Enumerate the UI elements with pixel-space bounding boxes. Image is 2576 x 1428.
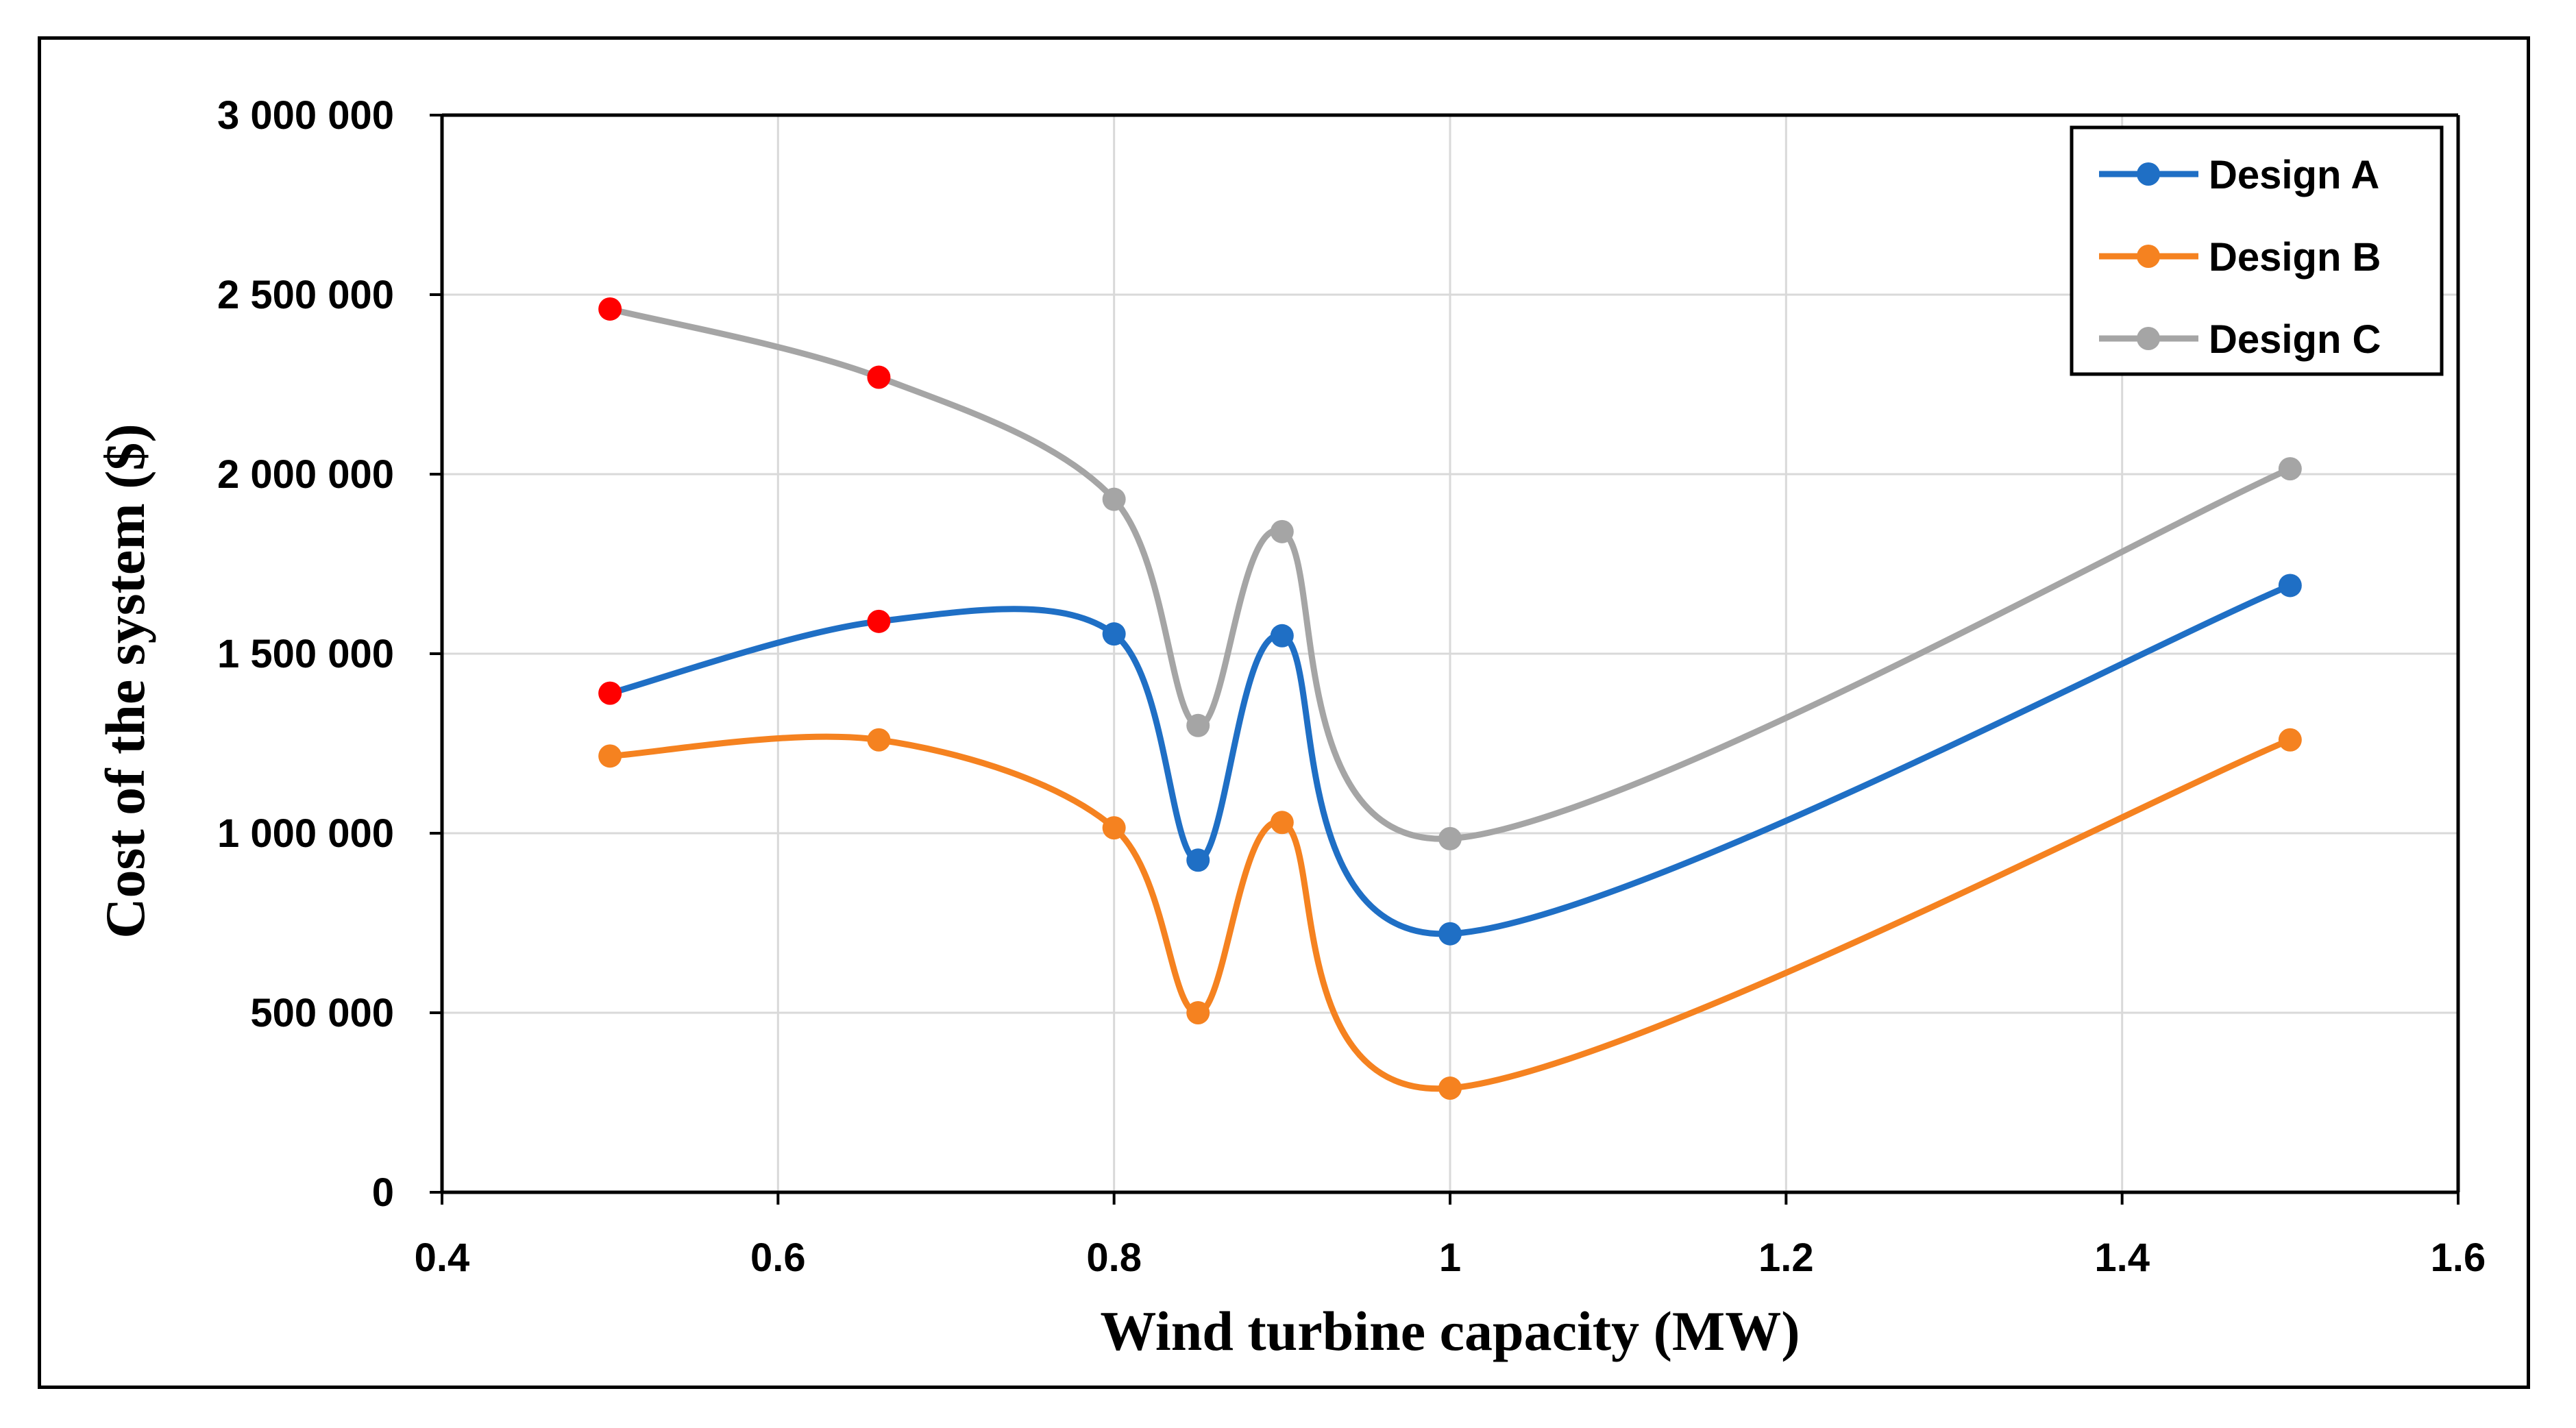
y-tick-label: 0 <box>372 1170 394 1215</box>
legend-design-a-label: Design A <box>2209 153 2379 197</box>
design-b-point <box>1102 816 1126 840</box>
legend: Design A Design B Design C <box>2070 125 2444 376</box>
chart-svg: 0.4 0.6 0.8 1 1.2 1.4 1.6 0 500 000 1 000 000 1 50… <box>94 93 2486 1362</box>
y-tick-label: 2 000 000 <box>217 452 394 497</box>
design-a-line <box>609 582 2292 937</box>
y-tick-label: 3 000 000 <box>217 93 394 138</box>
label-layer: 0.4 0.6 0.8 1 1.2 1.4 1.6 0 500 000 1 000 000 1 50… <box>217 93 2486 1280</box>
design-b-point <box>598 744 622 768</box>
legend-design-c-label: Design C <box>2209 317 2381 362</box>
design-b-point <box>2278 728 2302 752</box>
design-a-point <box>598 681 622 705</box>
design-c-point <box>1438 826 1462 850</box>
legend-design-c-marker <box>2137 327 2160 350</box>
x-tick-label: 0.8 <box>1086 1235 1142 1280</box>
legend-design-b-label: Design B <box>2209 235 2381 280</box>
x-axis-title: Wind turbine capacity (MW) <box>1100 1300 1800 1362</box>
design-c-point <box>1186 713 1210 737</box>
y-axis-title: Cost of the system ($) <box>94 423 156 939</box>
design-a-point <box>867 609 891 633</box>
y-tick-label: 1 500 000 <box>217 632 394 676</box>
design-c-point <box>1270 519 1294 543</box>
x-tick-label: 1.6 <box>2431 1235 2486 1280</box>
legend-design-a-marker <box>2137 162 2160 186</box>
x-tick-label: 1 <box>1439 1235 1461 1280</box>
x-tick-label: 1.4 <box>2094 1235 2150 1280</box>
design-a-point <box>1102 622 1126 646</box>
design-c-line <box>609 306 2292 842</box>
x-tick-label: 1.2 <box>1758 1235 1814 1280</box>
design-c-point <box>2278 457 2302 481</box>
legend-box <box>2070 125 2444 376</box>
series-layer <box>598 297 2302 1100</box>
design-a-point <box>1186 848 1210 872</box>
design-c-point <box>598 297 622 321</box>
axis-layer <box>430 113 2460 1205</box>
x-tick-label: 0.4 <box>415 1235 470 1280</box>
x-tick-label: 0.6 <box>750 1235 806 1280</box>
design-a-point <box>1438 922 1462 946</box>
design-b-line <box>609 733 2292 1092</box>
design-b-point <box>1270 811 1294 835</box>
legend-entries: Design A Design B Design C <box>2099 153 2381 362</box>
design-a-point <box>1270 624 1294 648</box>
y-tick-label: 2 500 000 <box>217 273 394 317</box>
design-b-point <box>867 728 891 752</box>
design-a-point <box>2278 574 2302 598</box>
design-b-point <box>1438 1076 1462 1100</box>
y-tick-label: 500 000 <box>250 991 394 1035</box>
design-b-point <box>1186 1001 1210 1024</box>
design-c-point <box>867 365 891 389</box>
y-tick-label: 1 000 000 <box>217 811 394 856</box>
legend-design-b-marker <box>2137 245 2160 268</box>
design-c-point <box>1102 487 1126 511</box>
chart-frame: 0.4 0.6 0.8 1 1.2 1.4 1.6 0 500 000 1 000 000 1 50… <box>38 36 2530 1389</box>
